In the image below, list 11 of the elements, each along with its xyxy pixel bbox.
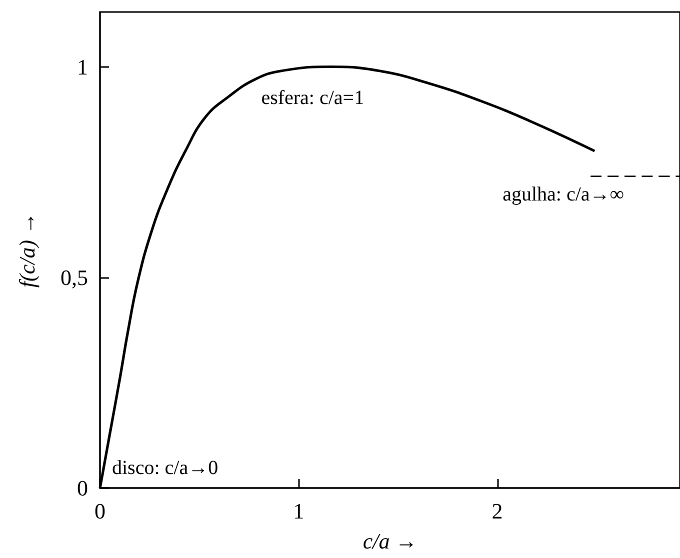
- x-axis-title: c/a →: [362, 528, 418, 554]
- x-tick-label: 2: [492, 498, 503, 524]
- y-tick-label: 0: [77, 476, 88, 500]
- x-tick-label: 1: [293, 498, 304, 524]
- y-tick-label: 0,5: [60, 264, 88, 290]
- x-tick-label: 0: [94, 498, 106, 524]
- annotation: esfera: c/a=1: [261, 86, 364, 109]
- annotation: disco: c/a→0: [112, 457, 218, 479]
- annotation: agulha: c/a→∞: [502, 183, 624, 206]
- y-axis-title: f(c/a) →: [14, 212, 40, 288]
- y-tick-label: 1: [77, 54, 88, 80]
